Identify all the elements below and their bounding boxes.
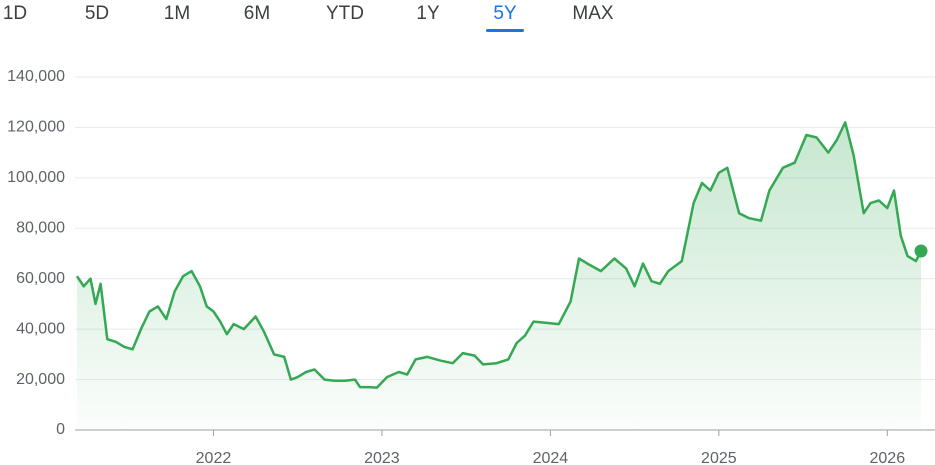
- y-tick-label: 40,000: [16, 320, 65, 337]
- x-tick-label: 2023: [364, 450, 400, 465]
- price-line: [75, 121, 923, 389]
- y-tick-label: 140,000: [7, 68, 65, 85]
- price-area: [77, 122, 921, 431]
- y-tick-label: 100,000: [7, 169, 65, 186]
- y-tick-label: 20,000: [16, 371, 65, 388]
- range-tab[interactable]: 1D: [3, 3, 27, 24]
- range-tab[interactable]: 6M: [244, 3, 270, 24]
- range-tab[interactable]: 1M: [164, 3, 190, 24]
- range-tab[interactable]: 5D: [85, 3, 109, 24]
- y-tick-label: 80,000: [16, 220, 65, 237]
- x-tick-label: 2026: [870, 450, 906, 465]
- last-price-dot: [914, 244, 928, 258]
- y-tick-label: 60,000: [16, 270, 65, 287]
- selected-tab-underline: [486, 29, 524, 32]
- y-tick-label: 0: [56, 421, 65, 438]
- range-tab[interactable]: 1Y: [416, 3, 440, 24]
- range-tab[interactable]: YTD: [326, 3, 364, 24]
- x-tick-label: 2024: [533, 450, 569, 465]
- x-tick-label: 2022: [196, 450, 232, 465]
- range-tab[interactable]: MAX: [572, 3, 614, 24]
- range-tab[interactable]: 5Y: [493, 3, 517, 24]
- x-tick-label: 2025: [701, 450, 737, 465]
- y-tick-label: 120,000: [7, 119, 65, 136]
